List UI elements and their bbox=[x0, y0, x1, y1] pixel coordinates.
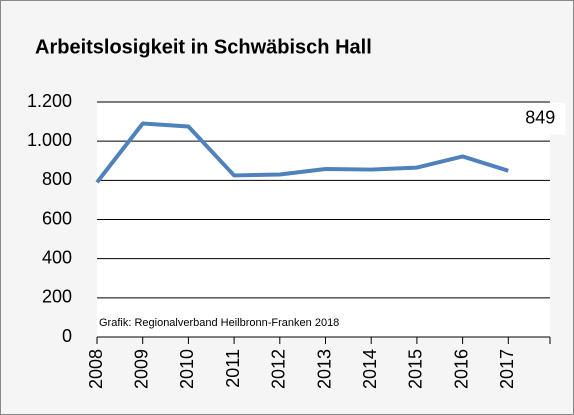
y-tick-label: 400 bbox=[42, 247, 72, 267]
data-label-box bbox=[515, 102, 566, 135]
data-label: 849 bbox=[525, 107, 555, 127]
x-tick-label: 2017 bbox=[497, 349, 517, 389]
x-tick-label: 2015 bbox=[406, 349, 426, 389]
annotation: Grafik: Regionalverband Heilbronn-Franke… bbox=[99, 317, 339, 329]
chart-title: Arbeitslosigkeit in Schwäbisch Hall bbox=[35, 36, 372, 58]
y-tick-label: 0 bbox=[62, 326, 72, 346]
x-tick-label: 2009 bbox=[131, 349, 151, 389]
x-tick-label: 2014 bbox=[360, 349, 380, 389]
y-tick-label: 1.000 bbox=[27, 130, 72, 150]
y-tick-label: 1.200 bbox=[27, 91, 72, 111]
y-tick-label: 200 bbox=[42, 287, 72, 307]
x-tick-label: 2016 bbox=[451, 349, 471, 389]
x-tick-label: 2010 bbox=[177, 349, 197, 389]
y-tick-label: 800 bbox=[42, 169, 72, 189]
line-series bbox=[95, 121, 509, 184]
x-tick-label: 2008 bbox=[86, 349, 106, 389]
x-tick-label: 2011 bbox=[223, 349, 243, 388]
y-tick-label: 600 bbox=[42, 208, 72, 228]
x-tick-label: 2012 bbox=[269, 349, 289, 389]
x-tick-label: 2013 bbox=[314, 349, 334, 389]
